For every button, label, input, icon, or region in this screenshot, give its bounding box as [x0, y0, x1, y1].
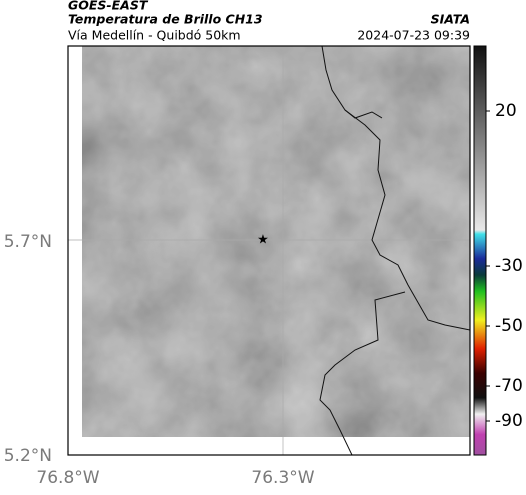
colorbar-tick-label: 20	[495, 101, 517, 121]
colorbar-ticks: 20 -30 -50 -70 -90	[486, 101, 523, 431]
colorbar-tick-label: -50	[495, 316, 523, 336]
satellite-image	[82, 46, 470, 437]
lon-tick-label: 76.8°W	[36, 468, 99, 488]
title: Temperatura de Brillo CH13	[68, 12, 263, 27]
colorbar-tick-label: -70	[495, 376, 523, 396]
colorbar-tick-label: -90	[495, 411, 523, 431]
location-marker: ★	[257, 233, 269, 248]
border-line	[321, 45, 471, 331]
lon-tick-label: 76.3°W	[251, 468, 314, 488]
map-frame	[67, 45, 471, 456]
lat-tick-label: 5.2°N	[4, 446, 52, 466]
lat-tick-label: 5.7°N	[4, 232, 52, 252]
source: GOES-EAST	[68, 0, 149, 13]
subtitle: Vía Medellín - Quibdó 50km	[68, 28, 241, 43]
organization: SIATA	[431, 12, 470, 27]
border-line	[344, 109, 383, 119]
colorbar	[473, 45, 487, 456]
border-line	[319, 291, 406, 456]
datetime: 2024-07-23 09:39	[357, 28, 470, 43]
colorbar-tick-label: -30	[495, 256, 523, 276]
